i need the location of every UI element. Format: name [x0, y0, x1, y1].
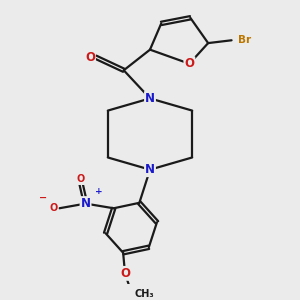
Text: −: − [39, 193, 47, 203]
Text: O: O [77, 174, 85, 184]
Text: O: O [120, 267, 130, 280]
Text: O: O [184, 57, 194, 70]
Text: CH₃: CH₃ [134, 289, 154, 299]
Text: O: O [50, 203, 58, 213]
Text: Br: Br [238, 35, 251, 45]
Text: O: O [85, 51, 95, 64]
Text: N: N [145, 92, 155, 105]
Text: +: + [95, 187, 103, 196]
Text: N: N [145, 163, 155, 176]
Text: N: N [81, 197, 91, 210]
